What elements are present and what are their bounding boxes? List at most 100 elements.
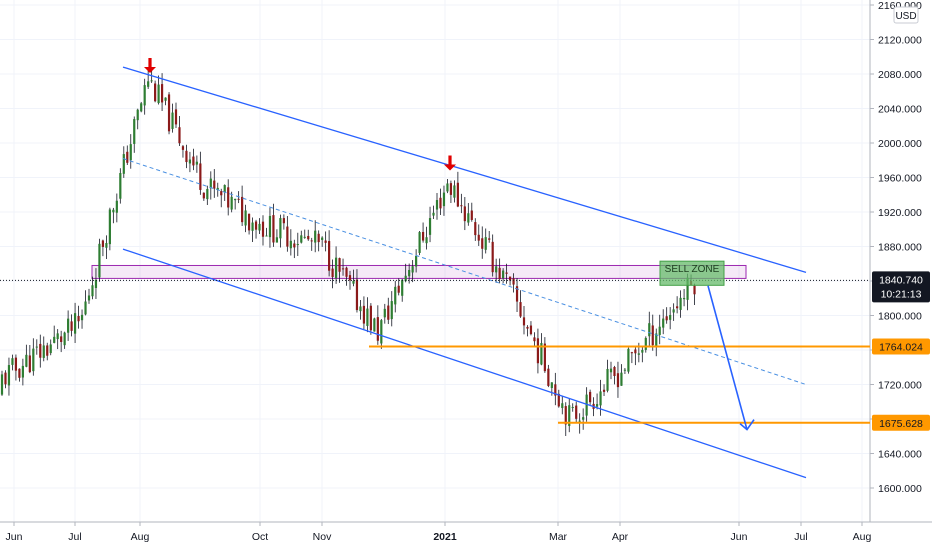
candle-body <box>293 243 296 248</box>
projection-arrow[interactable] <box>707 285 748 430</box>
channel-lower-line[interactable] <box>122 248 807 479</box>
price-tick-label: 1960.000 <box>878 173 922 185</box>
candle-body <box>296 244 299 246</box>
candle-body <box>261 221 265 237</box>
candle-body <box>122 154 125 174</box>
candle-body <box>7 365 11 386</box>
candle-body <box>526 326 529 329</box>
candle-body <box>0 374 4 395</box>
candle-body <box>606 368 609 391</box>
level-label-2-text: 1675.628 <box>879 418 923 430</box>
last-price-value: 1840.740 <box>879 274 923 286</box>
candle-body <box>220 191 223 196</box>
candle-body <box>126 151 129 163</box>
candle-body <box>550 382 553 389</box>
candle-body <box>602 389 606 392</box>
candle-body <box>477 234 480 241</box>
candle-body <box>383 308 386 318</box>
candle-body <box>669 314 672 320</box>
currency-badge[interactable] <box>893 6 919 24</box>
candle-body <box>115 200 118 213</box>
candle-body <box>467 213 470 223</box>
channel-midline[interactable] <box>122 158 807 385</box>
candle-body <box>355 279 359 311</box>
candle-body <box>324 240 327 243</box>
candle-body <box>112 209 115 213</box>
price-tick-label: 2120.000 <box>878 35 922 47</box>
time-tick-label: Nov <box>313 531 332 543</box>
candle-body <box>359 306 362 312</box>
time-tick-label: Jun <box>6 531 23 543</box>
channel-upper-line[interactable] <box>122 66 807 273</box>
sell-zone-box[interactable] <box>659 260 725 286</box>
candle-body <box>282 218 285 224</box>
price-tick-label: 1600.000 <box>878 483 922 495</box>
candle-body <box>651 325 654 346</box>
candle-body <box>394 286 397 305</box>
candle-body <box>4 372 7 385</box>
candle-body <box>658 326 661 335</box>
candle-body <box>665 316 668 321</box>
candle-body <box>84 301 87 315</box>
candle-body <box>439 197 442 209</box>
candles <box>0 69 696 436</box>
candle-body <box>247 213 251 231</box>
candle-body <box>491 241 494 273</box>
candle-body <box>515 286 519 302</box>
candle-body <box>616 373 620 388</box>
candle-body <box>547 368 550 386</box>
candle-body <box>53 336 56 343</box>
candle-body <box>380 320 383 344</box>
candle-body <box>488 238 491 240</box>
candle-body <box>505 272 508 274</box>
candle-body <box>133 119 136 144</box>
candle-body <box>241 196 244 223</box>
candle-body <box>73 313 77 334</box>
candle-body <box>571 406 574 408</box>
candle-body <box>234 198 237 201</box>
candle-body <box>46 345 49 356</box>
candle-body <box>70 321 73 331</box>
candle-body <box>150 80 153 82</box>
candle-body <box>227 187 230 208</box>
candle-body <box>213 180 216 189</box>
level-label-1: 1764.024 <box>872 338 930 355</box>
candle-body <box>334 257 338 279</box>
resistance-box[interactable] <box>91 264 747 279</box>
candle-body <box>682 298 686 300</box>
candle-body <box>303 236 306 238</box>
candle-body <box>390 301 393 320</box>
candle-body <box>77 316 80 322</box>
candle-body <box>648 323 651 337</box>
candle-body <box>136 109 139 121</box>
candle-body <box>411 266 414 273</box>
candle-body <box>655 333 658 347</box>
candle-body <box>561 403 564 409</box>
candle-body <box>404 275 407 282</box>
candle-body <box>522 317 526 326</box>
candle-body <box>317 233 320 243</box>
candle-body <box>181 146 185 150</box>
candle-body <box>352 280 355 284</box>
candle-body <box>32 348 35 372</box>
candle-body <box>140 103 143 112</box>
candle-body <box>275 237 279 243</box>
candle-body <box>310 240 313 242</box>
candle-body <box>80 314 84 321</box>
candle-body <box>369 305 372 331</box>
candle-body <box>634 349 637 354</box>
candle-body <box>662 318 665 328</box>
candle-body <box>265 235 268 237</box>
candle-body <box>575 405 578 419</box>
candle-body <box>408 269 411 277</box>
candle-body <box>425 237 428 244</box>
time-tick-label: Mar <box>549 531 568 543</box>
time-axis[interactable]: Jun Jul Aug Oct Nov 2021 Mar Apr Jun Jul Aug <box>6 522 872 543</box>
candle-body <box>314 230 317 243</box>
candle-body <box>199 163 202 190</box>
candle-body <box>599 391 602 406</box>
candle-body <box>470 210 473 220</box>
candle-body <box>338 258 341 272</box>
candle-body <box>307 235 310 240</box>
candle-body <box>272 215 275 243</box>
